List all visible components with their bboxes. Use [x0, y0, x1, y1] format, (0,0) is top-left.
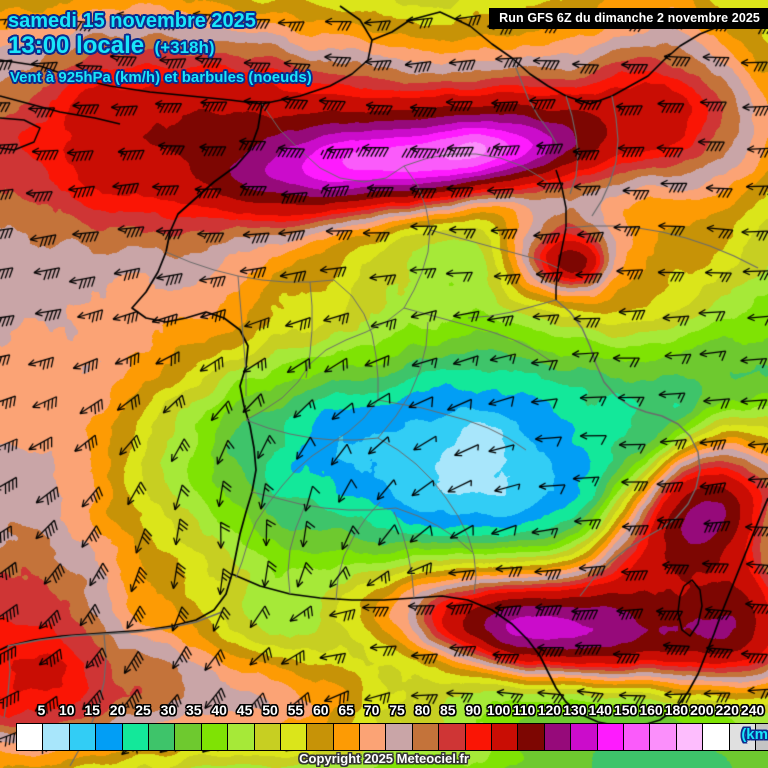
legend-tick-labels: 5 10 15 20 25 30 35 40 45 50 55 60 65 70 75 80 85 90 100 11…	[0, 702, 768, 724]
legend-tick: 70	[363, 702, 380, 718]
legend-tick: 85	[440, 702, 456, 718]
legend-swatch	[518, 724, 545, 750]
legend-swatch	[228, 724, 255, 750]
forecast-date-label: samedi 15 novembre 2025	[8, 10, 256, 32]
forecast-time-label: 13:00 locale	[8, 32, 145, 59]
legend-swatch	[412, 724, 440, 750]
legend-swatch	[307, 724, 334, 750]
legend-tick: 130	[563, 702, 587, 718]
legend-tick: 25	[135, 702, 151, 718]
legend-tick: 240	[740, 702, 765, 718]
legend-swatch	[676, 724, 704, 750]
legend-tick: 10	[59, 702, 75, 718]
legend-unit-label: (km	[741, 726, 768, 743]
forecast-time-group: 13:00 locale (+318h)	[8, 32, 215, 60]
legend-tick: 100	[486, 702, 511, 718]
legend-swatch	[755, 724, 768, 750]
legend-tick: 65	[338, 702, 354, 718]
legend-swatch	[650, 724, 677, 750]
legend-swatch	[280, 724, 308, 750]
model-run-banner: Run GFS 6Z du dimanche 2 novembre 2025	[489, 8, 768, 29]
legend-tick: 90	[465, 702, 481, 718]
legend-tick: 55	[287, 702, 304, 718]
legend-swatch	[254, 724, 281, 750]
legend-swatch	[148, 724, 176, 750]
legend-swatch	[122, 724, 149, 750]
legend-swatch	[201, 724, 229, 750]
legend-tick: 80	[414, 702, 431, 718]
parameter-label: Vent à 925hPa (km/h) et barbules (noeuds…	[10, 69, 312, 86]
legend-tick: 5	[37, 702, 46, 718]
legend-tick: 60	[313, 702, 329, 718]
legend-tick: 20	[109, 702, 126, 718]
legend-tick: 35	[186, 702, 202, 718]
legend-swatch	[703, 724, 730, 750]
legend-swatch	[69, 724, 97, 750]
legend-swatch	[729, 724, 756, 750]
legend-tick: 160	[639, 702, 663, 718]
legend-tick: 220	[715, 702, 739, 718]
legend-swatch	[333, 724, 361, 750]
legend-tick: 110	[512, 702, 536, 718]
legend-swatch	[597, 724, 624, 750]
legend-tick: 140	[588, 702, 612, 718]
legend-swatch	[623, 724, 651, 750]
legend-swatch	[544, 724, 572, 750]
legend-swatch	[386, 724, 413, 750]
legend-swatch	[360, 724, 387, 750]
legend-tick: 15	[84, 702, 100, 718]
legend-tick: 45	[236, 702, 253, 718]
copyright-notice: Copyright 2025 Meteociel.fr	[299, 751, 469, 766]
legend-swatch	[465, 724, 493, 750]
legend-tick: 200	[690, 702, 714, 718]
forecast-step-label: (+318h)	[154, 38, 215, 57]
legend-swatch	[439, 724, 466, 750]
legend-tick: 75	[389, 702, 405, 718]
legend-tick: 50	[262, 702, 278, 718]
legend-color-bar[interactable]	[16, 723, 768, 751]
legend-swatch	[492, 724, 519, 750]
legend-tick: 40	[211, 702, 227, 718]
legend-swatch	[96, 724, 123, 750]
legend-swatch	[571, 724, 598, 750]
legend-tick: 180	[664, 702, 689, 718]
legend-tick: 120	[537, 702, 562, 718]
legend-swatch	[17, 724, 44, 750]
legend-swatch	[43, 724, 70, 750]
legend-tick: 150	[613, 702, 638, 718]
legend-swatch	[175, 724, 202, 750]
color-scale-legend[interactable]: 5 10 15 20 25 30 35 40 45 50 55 60 65 70 75 80 85 90 100 11…	[0, 702, 768, 768]
legend-tick: 30	[160, 702, 177, 718]
